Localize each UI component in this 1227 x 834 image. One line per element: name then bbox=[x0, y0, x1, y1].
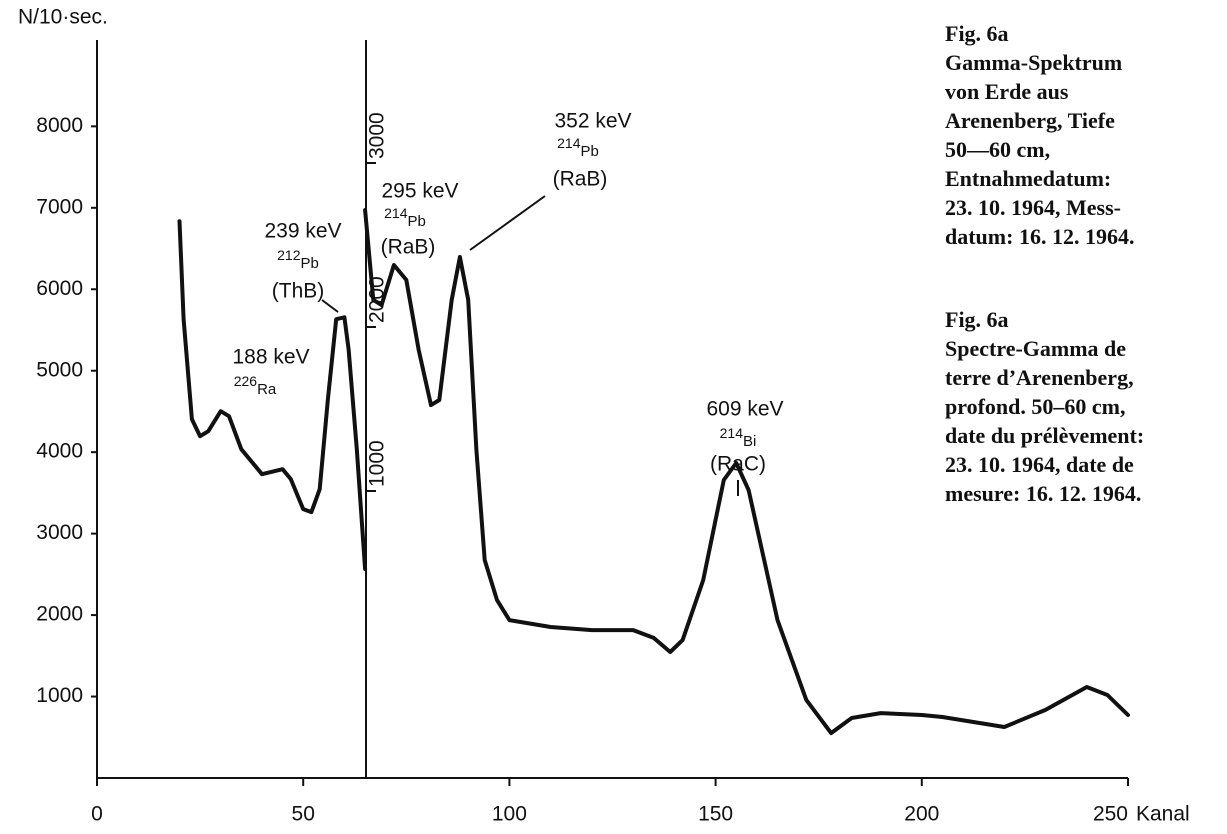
y-tick-label: 2000 bbox=[36, 603, 83, 626]
peak-energy: 239 keV bbox=[264, 220, 341, 243]
y-axis-label: N/10·sec. bbox=[18, 6, 108, 29]
peak-energy: 609 keV bbox=[706, 398, 783, 421]
caption-line: 23. 10. 1964, Mess- bbox=[945, 195, 1121, 220]
isotope-mass: 226 bbox=[234, 373, 258, 389]
x-axis-label: Kanal bbox=[1136, 803, 1190, 826]
caption-line: profond. 50–60 cm, bbox=[945, 394, 1126, 419]
x-tick-label: 0 bbox=[91, 803, 103, 826]
isotope: 226Ra bbox=[234, 373, 277, 398]
parent-nuclide: (RaC) bbox=[710, 453, 766, 476]
y-tick-label: 7000 bbox=[36, 195, 83, 218]
caption-line: Arenenberg, Tiefe bbox=[945, 108, 1115, 133]
isotope-element: Bi bbox=[743, 433, 756, 450]
isotope-mass: 214 bbox=[384, 205, 408, 221]
isotope-mass: 214 bbox=[557, 135, 581, 151]
y-tick-label: 1000 bbox=[36, 684, 83, 707]
caption-line: Fig. 6a bbox=[945, 21, 1009, 46]
caption-line: 23. 10. 1964, date de bbox=[945, 452, 1134, 477]
isotope-mass: 214 bbox=[720, 425, 744, 441]
isotope: 214Bi bbox=[720, 425, 757, 450]
caption-line: Fig. 6a bbox=[945, 307, 1009, 332]
caption-line: von Erde aus bbox=[945, 79, 1069, 104]
isotope-element: Ra bbox=[257, 381, 277, 398]
x-tick-label: 50 bbox=[292, 803, 315, 826]
y2-tick-label: 3000 bbox=[366, 112, 389, 159]
isotope: 214Pb bbox=[384, 205, 426, 230]
y-tick-label: 5000 bbox=[36, 358, 83, 381]
y-tick-label: 4000 bbox=[36, 440, 83, 463]
isotope-element: Pb bbox=[408, 213, 426, 230]
caption-line: Spectre-Gamma de bbox=[945, 336, 1126, 361]
x-tick-label: 150 bbox=[698, 803, 733, 826]
peak-energy: 188 keV bbox=[232, 346, 309, 369]
caption-line: Gamma-Spektrum bbox=[945, 50, 1122, 75]
isotope-mass: 212 bbox=[277, 247, 301, 263]
y2-tick-label: 1000 bbox=[366, 440, 389, 487]
caption-line: 50—60 cm, bbox=[945, 137, 1050, 162]
caption-line: datum: 16. 12. 1964. bbox=[945, 224, 1134, 249]
isotope: 212Pb bbox=[277, 247, 319, 272]
x-tick-label: 200 bbox=[904, 803, 939, 826]
parent-nuclide: (RaB) bbox=[381, 236, 436, 259]
caption-line: terre d’Arenenberg, bbox=[945, 365, 1134, 390]
x-tick-label: 250 bbox=[1093, 803, 1128, 826]
x-tick-label: 100 bbox=[492, 803, 527, 826]
isotope-element: Pb bbox=[581, 143, 599, 160]
parent-nuclide: (RaB) bbox=[553, 168, 608, 191]
isotope: 214Pb bbox=[557, 135, 599, 160]
caption-line: mesure: 16. 12. 1964. bbox=[945, 481, 1141, 506]
leader-line bbox=[469, 195, 546, 251]
y-tick-label: 3000 bbox=[36, 521, 83, 544]
peak-energy: 352 keV bbox=[554, 110, 631, 133]
isotope-element: Pb bbox=[301, 255, 319, 272]
y-tick-label: 6000 bbox=[36, 277, 83, 300]
spectrum-line bbox=[363, 208, 1130, 736]
y-tick-label: 8000 bbox=[36, 114, 83, 137]
peak-energy: 295 keV bbox=[381, 180, 458, 203]
caption-line: date du prélèvement: bbox=[945, 423, 1144, 448]
spectrum-line bbox=[177, 219, 368, 572]
leader-line bbox=[321, 299, 339, 313]
caption-line: Entnahmedatum: bbox=[945, 166, 1111, 191]
parent-nuclide: (ThB) bbox=[272, 280, 325, 303]
